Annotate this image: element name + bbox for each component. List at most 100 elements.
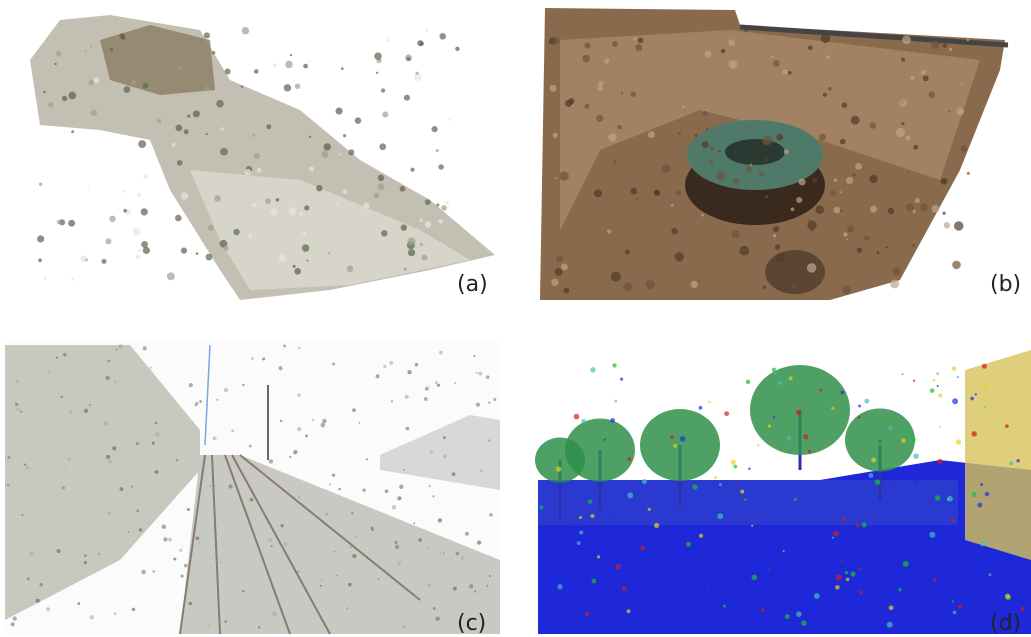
stone (704, 50, 712, 58)
point (452, 586, 457, 591)
point (293, 450, 298, 455)
stone (846, 176, 854, 185)
point (974, 393, 978, 396)
point (171, 142, 176, 147)
stone (790, 207, 795, 212)
point (68, 410, 73, 415)
point (640, 545, 645, 551)
point (198, 541, 201, 544)
point (115, 348, 118, 351)
point (819, 388, 823, 392)
point (596, 555, 601, 559)
stone (890, 279, 900, 289)
point (332, 362, 336, 366)
point (16, 407, 20, 411)
point (673, 443, 677, 448)
point (297, 496, 301, 500)
point (123, 86, 131, 93)
point (717, 513, 724, 520)
point (283, 344, 287, 348)
point (970, 396, 974, 401)
point (435, 148, 439, 153)
stone (863, 234, 870, 241)
point (365, 458, 368, 461)
stone (613, 160, 617, 164)
point (166, 272, 175, 281)
rails (179, 344, 421, 635)
point (436, 203, 440, 207)
point (389, 360, 394, 365)
point (415, 71, 419, 75)
points (539, 363, 1025, 628)
point (380, 88, 386, 93)
point (68, 219, 76, 227)
point (984, 405, 987, 408)
stone (617, 124, 622, 130)
point (850, 571, 856, 577)
point (590, 367, 596, 373)
point (845, 577, 850, 582)
stone (928, 91, 936, 99)
point (745, 379, 751, 385)
point (980, 541, 986, 547)
point (429, 450, 433, 454)
point (107, 359, 111, 363)
point (342, 189, 348, 194)
point (270, 208, 278, 216)
stone (815, 205, 825, 215)
stone (563, 287, 570, 294)
point (399, 185, 406, 192)
point (90, 109, 97, 116)
point (983, 384, 989, 390)
stone (855, 162, 863, 170)
point (109, 215, 116, 223)
point (801, 620, 807, 626)
point (15, 379, 19, 384)
point (83, 408, 89, 413)
point (833, 530, 839, 537)
point (297, 393, 301, 398)
point (38, 258, 42, 263)
stone (912, 209, 916, 213)
stone (876, 251, 880, 255)
point (573, 522, 579, 528)
point (252, 133, 256, 137)
stone (906, 203, 915, 212)
point (403, 468, 405, 471)
point (25, 466, 29, 470)
point (437, 267, 440, 270)
stone (839, 138, 846, 145)
stone (913, 144, 919, 150)
point (55, 356, 59, 359)
track-bed (180, 455, 500, 634)
point (414, 362, 419, 367)
point (163, 537, 168, 542)
point (615, 563, 621, 570)
point (418, 538, 422, 542)
stone (902, 35, 911, 45)
stone (846, 238, 849, 241)
stone (661, 164, 671, 174)
stone (796, 196, 803, 204)
stone (843, 232, 848, 237)
stone (620, 91, 624, 95)
panel-d (535, 350, 1031, 634)
point (175, 124, 183, 132)
point (7, 456, 11, 459)
stone (808, 219, 812, 223)
stone (850, 115, 860, 125)
stone (549, 84, 557, 92)
point (549, 608, 553, 612)
point (88, 185, 91, 188)
point (84, 554, 87, 557)
point (686, 541, 692, 547)
stone (905, 135, 911, 141)
stone (899, 99, 907, 107)
stone (895, 127, 906, 138)
point (384, 489, 389, 493)
stone (555, 255, 564, 263)
point (283, 84, 292, 92)
stone (833, 178, 838, 183)
point (10, 622, 15, 627)
point (878, 441, 883, 446)
